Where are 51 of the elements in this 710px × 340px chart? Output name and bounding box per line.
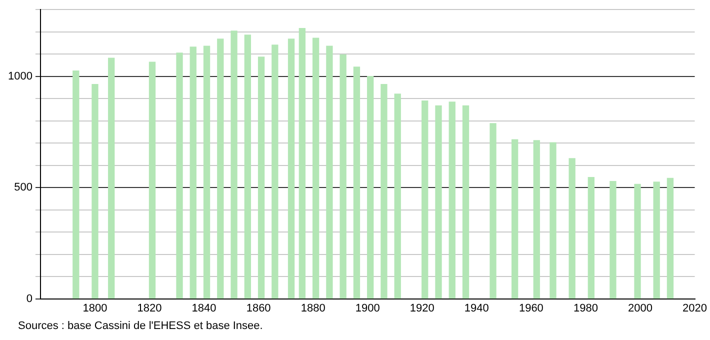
bar <box>272 44 278 299</box>
bar <box>148 62 156 299</box>
bar <box>462 105 470 299</box>
bar <box>394 94 401 299</box>
bar <box>108 58 115 299</box>
bar <box>588 177 594 299</box>
bar <box>353 66 360 299</box>
x-tick-label: 1980 <box>573 302 598 314</box>
bar <box>666 178 674 299</box>
x-tick-label: 1900 <box>355 302 380 314</box>
y-tick-label: 0 <box>26 292 32 305</box>
bar <box>217 38 224 299</box>
x-tick-label: 1860 <box>246 302 271 314</box>
bar <box>92 84 98 299</box>
bar <box>653 182 660 299</box>
bar <box>288 38 295 299</box>
bar <box>610 181 616 299</box>
bar <box>634 184 641 299</box>
bar <box>512 139 518 299</box>
x-tick-label: 2020 <box>682 302 708 314</box>
x-tick-label: 1800 <box>82 302 108 314</box>
bar <box>490 123 496 299</box>
source-note: Sources : base Cassini de l'EHESS et base Insee. <box>18 320 263 332</box>
y-tick-label: 1000 <box>8 70 32 82</box>
x-tick-label: 1840 <box>192 302 216 314</box>
x-tick-label: 1940 <box>464 302 489 314</box>
bar <box>448 102 456 299</box>
bar <box>312 38 320 299</box>
x-tick-label: 1960 <box>518 302 544 314</box>
bar <box>340 54 346 299</box>
bar <box>298 28 306 299</box>
bar <box>244 34 251 299</box>
bar <box>176 52 183 299</box>
bar <box>72 70 80 299</box>
bar <box>380 84 388 299</box>
bar <box>230 30 238 299</box>
x-tick-label: 1880 <box>300 302 326 314</box>
bar <box>326 46 333 299</box>
bar <box>435 105 442 299</box>
y-tick-label: 500 <box>14 182 32 194</box>
bar <box>533 140 540 299</box>
bar <box>422 100 428 299</box>
bar <box>190 46 196 299</box>
bar <box>258 56 265 299</box>
bar <box>550 142 556 299</box>
x-tick-label: 2000 <box>628 302 652 314</box>
bar <box>367 76 374 299</box>
bar <box>203 46 210 299</box>
bar <box>568 158 576 299</box>
x-tick-label: 1820 <box>137 302 162 314</box>
x-tick-label: 1920 <box>410 302 434 314</box>
